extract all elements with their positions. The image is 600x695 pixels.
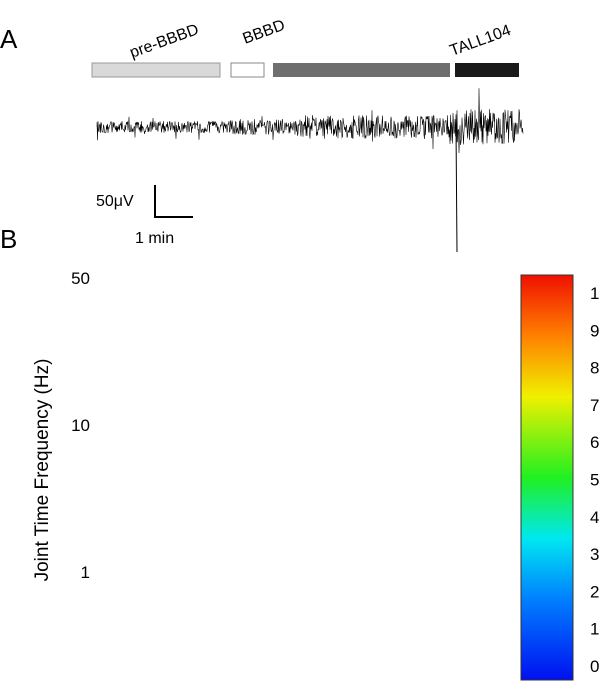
- y-tick-label: 50: [71, 269, 90, 288]
- condition-bar: [230, 62, 265, 78]
- colorbar-tick-label: 1: [590, 620, 599, 639]
- colorbar-tick-label: 9: [590, 321, 599, 340]
- condition-label: pre-BBBD: [128, 21, 202, 62]
- colorbar-tick-label: 6: [590, 433, 599, 452]
- y-tick-label: 10: [71, 416, 90, 435]
- colorbar-tick-label: 10: [590, 284, 600, 303]
- scale-time: 1 min: [135, 230, 174, 247]
- condition-label: TALL104: [448, 22, 514, 60]
- scale-amplitude: 50μV: [96, 193, 134, 210]
- colorbar-tick-label: 3: [590, 545, 599, 564]
- colorbar-tick-label: 2: [590, 582, 599, 601]
- eeg-trace: [96, 88, 524, 253]
- trace-spike: [455, 126, 458, 253]
- colorbar-tick-label: 0: [590, 657, 599, 676]
- y-axis-label: Joint Time Frequency (Hz): [32, 359, 53, 582]
- colorbar-tick-label: 5: [590, 471, 599, 490]
- colorbar-tick-label: 7: [590, 396, 599, 415]
- panel-label: B: [0, 224, 17, 254]
- panel-label: A: [0, 24, 18, 54]
- condition-label: BBBD: [241, 17, 288, 48]
- scale-bar: [154, 185, 193, 218]
- colorbar-tick-label: 8: [590, 359, 599, 378]
- colorbar-tick-label: 4: [590, 508, 599, 527]
- trace-line: [96, 88, 524, 154]
- y-tick-label: 1: [81, 563, 90, 582]
- condition-bar: [455, 63, 519, 77]
- colorbar-ticks: 109876543210: [590, 284, 600, 676]
- colorbar: [520, 274, 574, 681]
- condition-bar: [91, 62, 221, 78]
- condition-bar: [273, 63, 450, 77]
